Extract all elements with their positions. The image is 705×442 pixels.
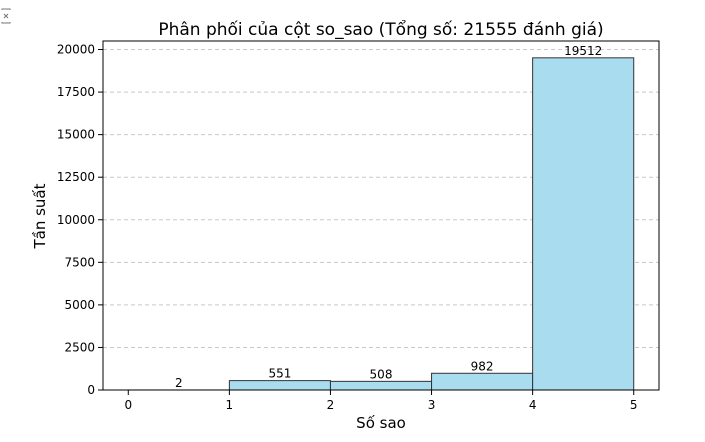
y-tick-label: 7500 — [64, 255, 95, 269]
x-tick-label: 4 — [529, 398, 537, 412]
y-tick-label: 20000 — [57, 43, 95, 57]
bar — [329, 380, 433, 391]
x-tick-label: 1 — [226, 398, 234, 412]
bar — [532, 57, 635, 391]
y-axis-ticks: 0 2500 5000 7500 10000 12500 15000 17500 20000 — [57, 43, 103, 397]
bar — [228, 380, 331, 391]
bar-value-label: 508 — [370, 367, 393, 381]
bar-value-label: 551 — [268, 367, 291, 381]
bar-value-label: 2 — [175, 376, 183, 390]
y-tick-label: 0 — [87, 383, 95, 397]
plot-frame — [102, 40, 660, 391]
y-tick-label: 2500 — [64, 340, 95, 354]
y-tick-label: 5000 — [64, 298, 95, 312]
x-tick-label: 2 — [327, 398, 335, 412]
cell-output-icon — [1, 8, 11, 24]
y-tick-label: 17500 — [57, 85, 95, 99]
x-axis-label: Số sao — [356, 414, 406, 432]
y-tick-label: 10000 — [57, 213, 95, 227]
bar-value-labels: 2 551 508 982 19512 — [175, 44, 602, 390]
x-axis-ticks: 0 1 2 3 4 5 — [124, 390, 638, 412]
x-tick-label: 0 — [124, 398, 132, 412]
y-axis-label: Tần suất — [31, 183, 49, 249]
y-tick-label: 12500 — [57, 170, 95, 184]
x-tick-label: 5 — [630, 398, 638, 412]
bar — [431, 372, 534, 391]
x-tick-label: 3 — [428, 398, 436, 412]
bar-value-label: 982 — [471, 359, 494, 373]
y-tick-label: 15000 — [57, 128, 95, 142]
chart-title: Phân phối của cột so_sao (Tổng số: 21555… — [158, 19, 603, 40]
bars — [127, 57, 635, 391]
bar-value-label: 19512 — [564, 44, 602, 58]
